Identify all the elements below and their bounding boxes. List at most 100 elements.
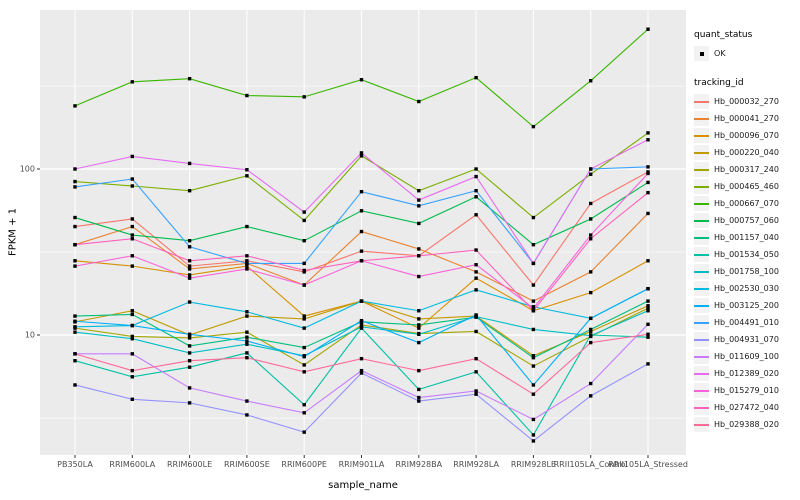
- data-point: [417, 399, 421, 403]
- legend-item: Hb_001157_040: [694, 229, 800, 246]
- data-point: [474, 389, 478, 393]
- data-point: [187, 344, 192, 348]
- data-point: [589, 79, 593, 83]
- data-point: [646, 304, 650, 308]
- legend-line-swatch: [694, 101, 709, 103]
- legend-key-box: [694, 417, 709, 432]
- legend-item: Hb_000317_240: [694, 161, 800, 178]
- legend-item: Hb_001758_100: [694, 263, 800, 280]
- legend-key-box: [694, 111, 709, 126]
- data-point: [474, 174, 478, 179]
- data-point: [187, 401, 192, 405]
- data-point: [359, 154, 364, 158]
- data-point: [187, 336, 192, 340]
- data-point: [646, 299, 650, 303]
- legend-item: Hb_000757_060: [694, 212, 800, 229]
- data-point: [245, 339, 249, 343]
- legend-item-label: Hb_002530_030: [714, 284, 779, 293]
- data-point: [73, 314, 77, 318]
- data-point: [589, 290, 593, 295]
- data-point: [589, 217, 593, 221]
- data-point: [187, 276, 192, 280]
- data-point: [302, 411, 306, 415]
- data-point: [531, 383, 536, 387]
- data-point: [474, 370, 478, 374]
- legend-item-ok: OK: [694, 45, 800, 62]
- data-point: [302, 363, 306, 367]
- legend-key-box: [694, 213, 709, 228]
- data-point: [646, 362, 650, 366]
- data-point: [245, 351, 249, 355]
- data-point: [589, 327, 593, 332]
- data-point: [187, 386, 192, 390]
- data-point: [474, 75, 478, 80]
- data-point: [73, 330, 77, 334]
- data-point: [359, 78, 364, 82]
- data-point: [417, 387, 421, 392]
- data-point: [589, 334, 593, 338]
- x-tick-label: RRIM600LA: [109, 460, 155, 469]
- legend-line-swatch: [694, 356, 709, 358]
- legend-item: Hb_012389_020: [694, 365, 800, 382]
- legend-item-label: Hb_000041_270: [714, 114, 779, 123]
- legend-items: Hb_000032_270 Hb_000041_270 Hb_000096_070 H…: [694, 93, 800, 433]
- data-point: [417, 368, 421, 373]
- data-point: [73, 104, 77, 108]
- legend-item: Hb_000220_040: [694, 144, 800, 161]
- data-point: [302, 283, 306, 287]
- data-point: [73, 264, 77, 268]
- legend-key-box: [694, 196, 709, 211]
- data-point: [531, 364, 536, 368]
- data-point: [359, 368, 364, 373]
- legend-key-box: [694, 383, 709, 398]
- data-point: [646, 171, 650, 176]
- data-point: [73, 179, 77, 184]
- data-point: [245, 174, 249, 178]
- data-point: [245, 224, 249, 229]
- x-tick-label: RRII105LA_Control: [554, 460, 628, 469]
- data-point: [359, 318, 364, 323]
- legend-item-label: Hb_027472_040: [714, 403, 779, 412]
- legend-item: Hb_000465_460: [694, 178, 800, 195]
- data-point: [474, 313, 478, 317]
- legend-item-label: Hb_004931_070: [714, 335, 779, 344]
- data-point: [589, 316, 593, 321]
- data-point: [531, 306, 536, 310]
- legend-item-label: Hb_011609_100: [714, 352, 779, 361]
- data-point: [474, 213, 478, 217]
- data-point: [130, 233, 134, 237]
- data-point: [417, 309, 421, 313]
- legend-line-swatch: [694, 322, 709, 324]
- legend-line-swatch: [694, 237, 709, 239]
- data-point: [130, 375, 134, 379]
- data-point: [245, 342, 249, 346]
- data-point: [187, 267, 192, 271]
- legend-key-box: [694, 366, 709, 381]
- data-point: [646, 287, 650, 291]
- data-point: [245, 314, 249, 318]
- legend-item: Hb_000041_270: [694, 110, 800, 127]
- legend-key-box: [694, 281, 709, 296]
- legend-item-label: Hb_000096_070: [714, 131, 779, 140]
- data-point: [245, 335, 249, 339]
- data-point: [359, 151, 364, 155]
- data-point: [646, 138, 650, 142]
- data-point: [302, 345, 306, 350]
- data-point: [474, 356, 478, 361]
- x-tick-label: RRIM600PE: [281, 460, 327, 469]
- data-point: [245, 330, 249, 334]
- data-point: [417, 332, 421, 336]
- data-point: [73, 352, 77, 356]
- data-point: [187, 351, 192, 355]
- data-point: [589, 167, 593, 171]
- legend-item-label: Hb_001534_050: [714, 250, 779, 259]
- data-point: [359, 325, 364, 329]
- legend: quant_status OK tracking_id Hb_000032_27…: [694, 30, 800, 433]
- x-tick-label: RRIM928LE: [511, 460, 556, 469]
- data-point: [417, 221, 421, 226]
- legend-line-swatch: [694, 390, 709, 392]
- data-point: [302, 317, 306, 321]
- data-point: [474, 288, 478, 292]
- data-point: [646, 332, 650, 336]
